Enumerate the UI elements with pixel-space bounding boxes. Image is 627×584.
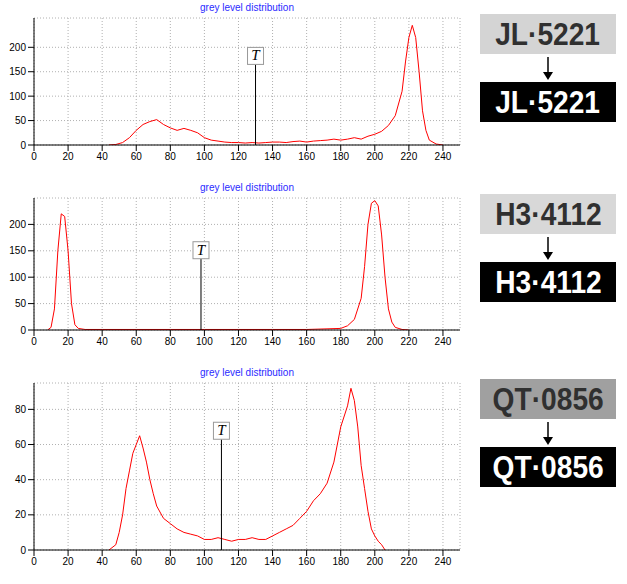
- svg-text:160: 160: [298, 336, 315, 347]
- svg-text:40: 40: [15, 474, 27, 485]
- svg-text:80: 80: [165, 336, 177, 347]
- svg-text:160: 160: [298, 151, 315, 162]
- svg-text:120: 120: [230, 336, 247, 347]
- svg-text:140: 140: [264, 151, 281, 162]
- svg-text:40: 40: [97, 336, 109, 347]
- svg-text:100: 100: [9, 272, 26, 283]
- html-text:JL·5221: JL·5221: [495, 16, 601, 52]
- svg-text:60: 60: [131, 336, 143, 347]
- svg-text:240: 240: [435, 151, 452, 162]
- svg-text:0: 0: [31, 151, 37, 162]
- svg-text:100: 100: [196, 556, 213, 567]
- html-text:grey level distribution: grey level distribution: [200, 2, 294, 13]
- svg-text:200: 200: [366, 151, 383, 162]
- svg-text:220: 220: [401, 556, 418, 567]
- svg-text:0: 0: [20, 545, 26, 556]
- svg-text:220: 220: [401, 336, 418, 347]
- svg-text:20: 20: [63, 151, 75, 162]
- svg-text:240: 240: [435, 556, 452, 567]
- svg-text:40: 40: [97, 556, 109, 567]
- svg-text:60: 60: [131, 151, 143, 162]
- svg-text:140: 140: [264, 336, 281, 347]
- html-text:JL·5221: JL·5221: [495, 84, 601, 120]
- svg-text:T: T: [217, 422, 227, 438]
- svg-text:40: 40: [97, 151, 109, 162]
- svg-text:150: 150: [9, 66, 26, 77]
- svg-text:20: 20: [63, 336, 75, 347]
- html-text:grey level distribution: grey level distribution: [200, 182, 294, 193]
- svg-text:20: 20: [63, 556, 75, 567]
- html-text:H3·4112: H3·4112: [494, 196, 602, 232]
- svg-text:180: 180: [332, 336, 349, 347]
- svg-text:100: 100: [9, 91, 26, 102]
- svg-text:T: T: [197, 242, 207, 258]
- svg-text:150: 150: [9, 245, 26, 256]
- svg-text:120: 120: [230, 556, 247, 567]
- svg-text:240: 240: [435, 336, 452, 347]
- svg-text:120: 120: [230, 151, 247, 162]
- svg-text:180: 180: [332, 556, 349, 567]
- html-text:H3·4112: H3·4112: [494, 264, 602, 300]
- svg-text:0: 0: [20, 325, 26, 336]
- svg-text:160: 160: [298, 556, 315, 567]
- svg-text:80: 80: [165, 556, 177, 567]
- svg-text:50: 50: [15, 298, 27, 309]
- svg-text:140: 140: [264, 556, 281, 567]
- svg-text:20: 20: [15, 509, 27, 520]
- svg-text:200: 200: [366, 336, 383, 347]
- svg-text:200: 200: [366, 556, 383, 567]
- svg-text:80: 80: [15, 404, 27, 415]
- svg-text:60: 60: [15, 439, 27, 450]
- svg-text:50: 50: [15, 115, 27, 126]
- svg-text:100: 100: [196, 151, 213, 162]
- svg-text:200: 200: [9, 42, 26, 53]
- svg-text:180: 180: [332, 151, 349, 162]
- svg-text:80: 80: [165, 151, 177, 162]
- svg-text:T: T: [251, 47, 261, 63]
- svg-text:200: 200: [9, 219, 26, 230]
- svg-text:0: 0: [31, 336, 37, 347]
- svg-text:0: 0: [20, 140, 26, 151]
- svg-text:220: 220: [401, 151, 418, 162]
- html-text:QT·0856: QT·0856: [492, 381, 604, 417]
- svg-text:60: 60: [131, 556, 143, 567]
- html-text:grey level distribution: grey level distribution: [200, 367, 294, 378]
- svg-text:0: 0: [31, 556, 37, 567]
- html-text:QT·0856: QT·0856: [492, 449, 604, 485]
- svg-text:100: 100: [196, 336, 213, 347]
